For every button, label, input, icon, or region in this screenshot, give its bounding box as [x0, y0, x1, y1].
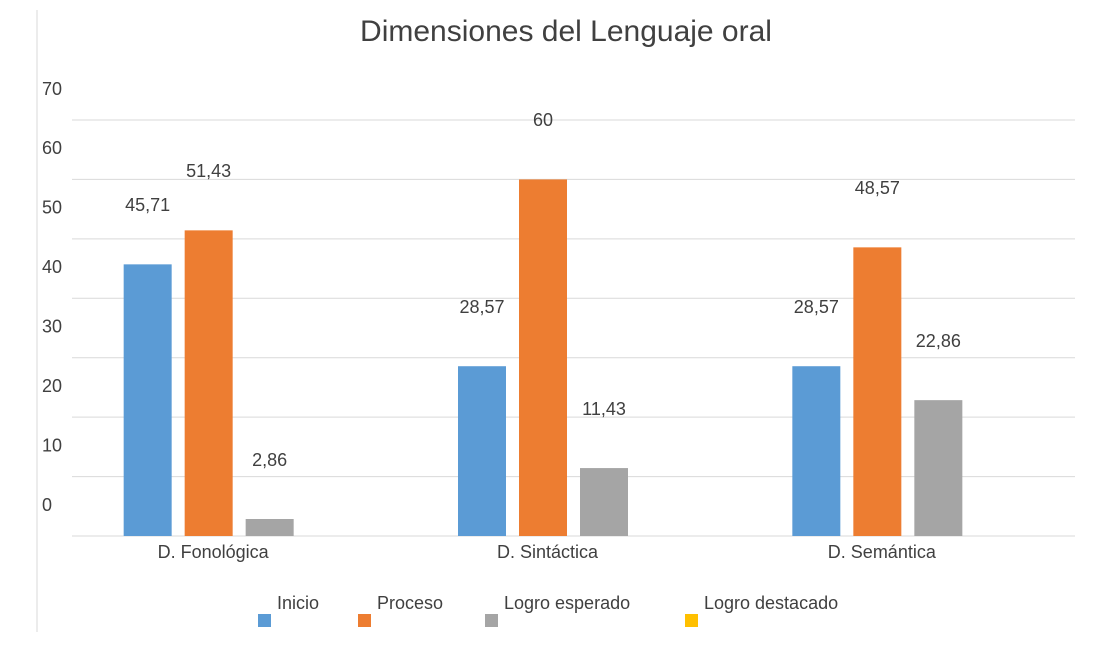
bar — [914, 400, 963, 536]
x-tick-label: D. Sintáctica — [497, 542, 599, 562]
data-label: 2,86 — [252, 450, 287, 470]
bar — [580, 468, 628, 536]
legend-swatch — [358, 614, 371, 627]
legend-label: Inicio — [277, 593, 319, 613]
data-label: 28,57 — [459, 297, 504, 317]
legend-swatch — [258, 614, 271, 627]
data-label: 45,71 — [125, 195, 170, 215]
legend-label: Proceso — [377, 593, 443, 613]
chart-title: Dimensiones del Lenguaje oral — [360, 15, 772, 48]
data-label: 48,57 — [855, 178, 900, 198]
data-label: 60 — [533, 110, 553, 130]
y-tick-label: 20 — [42, 376, 62, 396]
legend-label: Logro esperado — [504, 593, 630, 613]
x-tick-label: D. Semántica — [828, 542, 937, 562]
bar — [458, 366, 506, 536]
y-tick-label: 30 — [42, 316, 62, 336]
data-label: 22,86 — [916, 331, 961, 351]
data-label: 11,43 — [582, 399, 626, 419]
bar — [792, 366, 841, 536]
legend-swatch — [485, 614, 498, 627]
data-label: 28,57 — [794, 297, 839, 317]
legend-swatch — [685, 614, 698, 627]
y-tick-label: 50 — [42, 198, 62, 218]
legend-label: Logro destacado — [704, 593, 838, 613]
bar — [184, 230, 233, 536]
bar — [245, 519, 294, 536]
bar — [123, 264, 172, 536]
y-tick-label: 70 — [42, 79, 62, 99]
y-tick-label: 40 — [42, 257, 62, 277]
data-label: 51,43 — [186, 161, 231, 181]
bar — [519, 179, 567, 536]
y-tick-label: 10 — [42, 435, 62, 455]
y-tick-label: 60 — [42, 138, 62, 158]
y-tick-label: 0 — [42, 495, 52, 515]
bar — [853, 247, 902, 537]
x-tick-label: D. Fonológica — [158, 542, 270, 562]
